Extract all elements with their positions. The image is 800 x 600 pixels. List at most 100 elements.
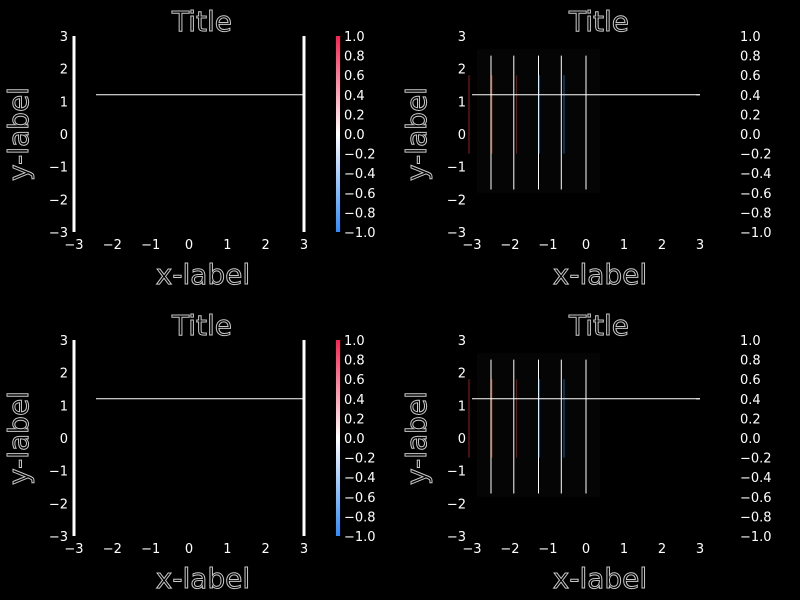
- panel-2-colorbar-tick-7: −0.4: [344, 471, 376, 486]
- panel-1-x-tick-4: 1: [620, 238, 628, 253]
- panel-3-y-label: y-label: [400, 391, 433, 485]
- panel-3-x-label: x-label: [553, 562, 647, 595]
- panel-3-x-tick-0: −3: [462, 542, 481, 557]
- panel-3-y-tick-2: −1: [447, 465, 466, 480]
- panel-0-colorbar-tick-7: −0.4: [344, 167, 376, 182]
- panel-0-colorbar-tick-10: −1.0: [344, 226, 376, 241]
- panel-3-x-tick-5: 2: [658, 542, 666, 557]
- panel-0-y-tick-0: −3: [49, 226, 68, 241]
- panel-0-x-tick-6: 3: [300, 238, 308, 253]
- panel-2-title: Title: [171, 309, 232, 342]
- panel-2-colorbar-tick-10: −1.0: [344, 530, 376, 545]
- panel-0-colorbar-tick-1: 0.8: [344, 50, 365, 65]
- panel-2-colorbar-tick-9: −0.8: [344, 510, 376, 525]
- panel-0-y-tick-4: 1: [60, 95, 68, 110]
- panel-3-title: Title: [568, 309, 629, 342]
- panel-1-y-label: y-label: [400, 87, 433, 181]
- panel-1-colorbar-tick-2: 0.6: [740, 69, 761, 84]
- panel-1-colorbar-tick-3: 0.4: [740, 89, 761, 104]
- panel-2-colorbar-tick-8: −0.6: [344, 491, 376, 506]
- panel-0-colorbar-tick-5: 0.0: [344, 128, 365, 143]
- panel-0-title: Title: [171, 5, 232, 38]
- panel-0-x-tick-0: −3: [64, 238, 83, 253]
- panel-2-x-tick-2: −1: [141, 542, 160, 557]
- panel-2-colorbar-tick-3: 0.4: [344, 393, 365, 408]
- panel-1-x-tick-1: −2: [500, 238, 519, 253]
- panel-2-x-tick-6: 3: [300, 542, 308, 557]
- panel-2-x-tick-0: −3: [64, 542, 83, 557]
- panel-0-colorbar: [336, 36, 340, 232]
- panel-1-x-tick-5: 2: [658, 238, 666, 253]
- panel-1-colorbar-tick-9: −0.8: [740, 206, 772, 221]
- panel-0-x-tick-5: 2: [262, 238, 270, 253]
- panel-1-colorbar-tick-0: 1.0: [740, 30, 761, 45]
- panel-3-colorbar-tick-7: −0.4: [740, 471, 772, 486]
- panel-3-colorbar-tick-5: 0.0: [740, 432, 761, 447]
- panel-2-colorbar-tick-2: 0.6: [344, 373, 365, 388]
- panel-1-y-tick-3: 0: [458, 128, 466, 143]
- panel-2-x-tick-3: 0: [185, 542, 193, 557]
- panel-3-y-tick-0: −3: [447, 530, 466, 545]
- panel-1-y-tick-4: 1: [458, 95, 466, 110]
- panel-1-y-tick-2: −1: [447, 161, 466, 176]
- panel-2-colorbar-tick-4: 0.2: [344, 412, 365, 427]
- panel-3-x-tick-3: 0: [582, 542, 590, 557]
- panel-1-colorbar-tick-8: −0.6: [740, 187, 772, 202]
- panel-2-colorbar-tick-5: 0.0: [344, 432, 365, 447]
- panel-1-colorbar-tick-6: −0.2: [740, 148, 772, 163]
- panel-0-y-tick-1: −2: [49, 193, 68, 208]
- panel-2-colorbar: [336, 340, 340, 536]
- panel-1-y-tick-6: 3: [458, 30, 466, 45]
- panel-2-x-label: x-label: [156, 562, 250, 595]
- panel-2-y-label: y-label: [2, 391, 35, 485]
- panel-2-x-tick-4: 1: [223, 542, 231, 557]
- panel-2-x-tick-5: 2: [262, 542, 270, 557]
- panel-3-colorbar-tick-8: −0.6: [740, 491, 772, 506]
- panel-3-colorbar-tick-6: −0.2: [740, 452, 772, 467]
- panel-1-colorbar-tick-4: 0.2: [740, 108, 761, 123]
- panel-1-colorbar-tick-1: 0.8: [740, 50, 761, 65]
- panel-0-x-tick-4: 1: [223, 238, 231, 253]
- panel-2-y-tick-5: 2: [60, 367, 68, 382]
- panel-0-y-label: y-label: [2, 87, 35, 181]
- panel-1-colorbar-tick-5: 0.0: [740, 128, 761, 143]
- panel-0-colorbar-tick-4: 0.2: [344, 108, 365, 123]
- panel-3-x-tick-4: 1: [620, 542, 628, 557]
- panel-2-x-tick-1: −2: [103, 542, 122, 557]
- panel-1-x-label: x-label: [553, 258, 647, 291]
- panel-0-x-label: x-label: [156, 258, 250, 291]
- panel-1-y-tick-1: −2: [447, 193, 466, 208]
- panel-3-colorbar-tick-9: −0.8: [740, 510, 772, 525]
- panel-2-y-tick-2: −1: [49, 465, 68, 480]
- panel-1-y-tick-0: −3: [447, 226, 466, 241]
- panel-0-colorbar-tick-6: −0.2: [344, 148, 376, 163]
- panel-1-title: Title: [568, 5, 629, 38]
- panel-0-colorbar-tick-0: 1.0: [344, 30, 365, 45]
- panel-0-y-tick-3: 0: [60, 128, 68, 143]
- panel-0-colorbar-tick-9: −0.8: [344, 206, 376, 221]
- panel-3-x-tick-2: −1: [538, 542, 557, 557]
- panel-0-y-tick-2: −1: [49, 161, 68, 176]
- panel-3-y-tick-4: 1: [458, 399, 466, 414]
- panel-3-y-tick-3: 0: [458, 432, 466, 447]
- panel-1-colorbar-tick-10: −1.0: [740, 226, 772, 241]
- panel-1-x-tick-6: 3: [696, 238, 704, 253]
- panel-3-x-tick-1: −2: [500, 542, 519, 557]
- panel-0-x-tick-2: −1: [141, 238, 160, 253]
- panel-2-y-tick-0: −3: [49, 530, 68, 545]
- panel-1-x-tick-0: −3: [462, 238, 481, 253]
- panel-3-colorbar-tick-0: 1.0: [740, 334, 761, 349]
- panel-2-colorbar-tick-6: −0.2: [344, 452, 376, 467]
- panel-2-colorbar-tick-0: 1.0: [344, 334, 365, 349]
- panel-3-y-tick-5: 2: [458, 367, 466, 382]
- panel-1-colorbar: [732, 36, 736, 232]
- panel-3-colorbar-tick-4: 0.2: [740, 412, 761, 427]
- panel-1-colorbar-tick-7: −0.4: [740, 167, 772, 182]
- panel-3-colorbar-tick-3: 0.4: [740, 393, 761, 408]
- panel-3-y-tick-1: −2: [447, 497, 466, 512]
- panel-3-colorbar-tick-1: 0.8: [740, 354, 761, 369]
- panel-3-y-tick-6: 3: [458, 334, 466, 349]
- panel-3-x-tick-6: 3: [696, 542, 704, 557]
- panel-0-colorbar-tick-3: 0.4: [344, 89, 365, 104]
- panel-1-x-tick-2: −1: [538, 238, 557, 253]
